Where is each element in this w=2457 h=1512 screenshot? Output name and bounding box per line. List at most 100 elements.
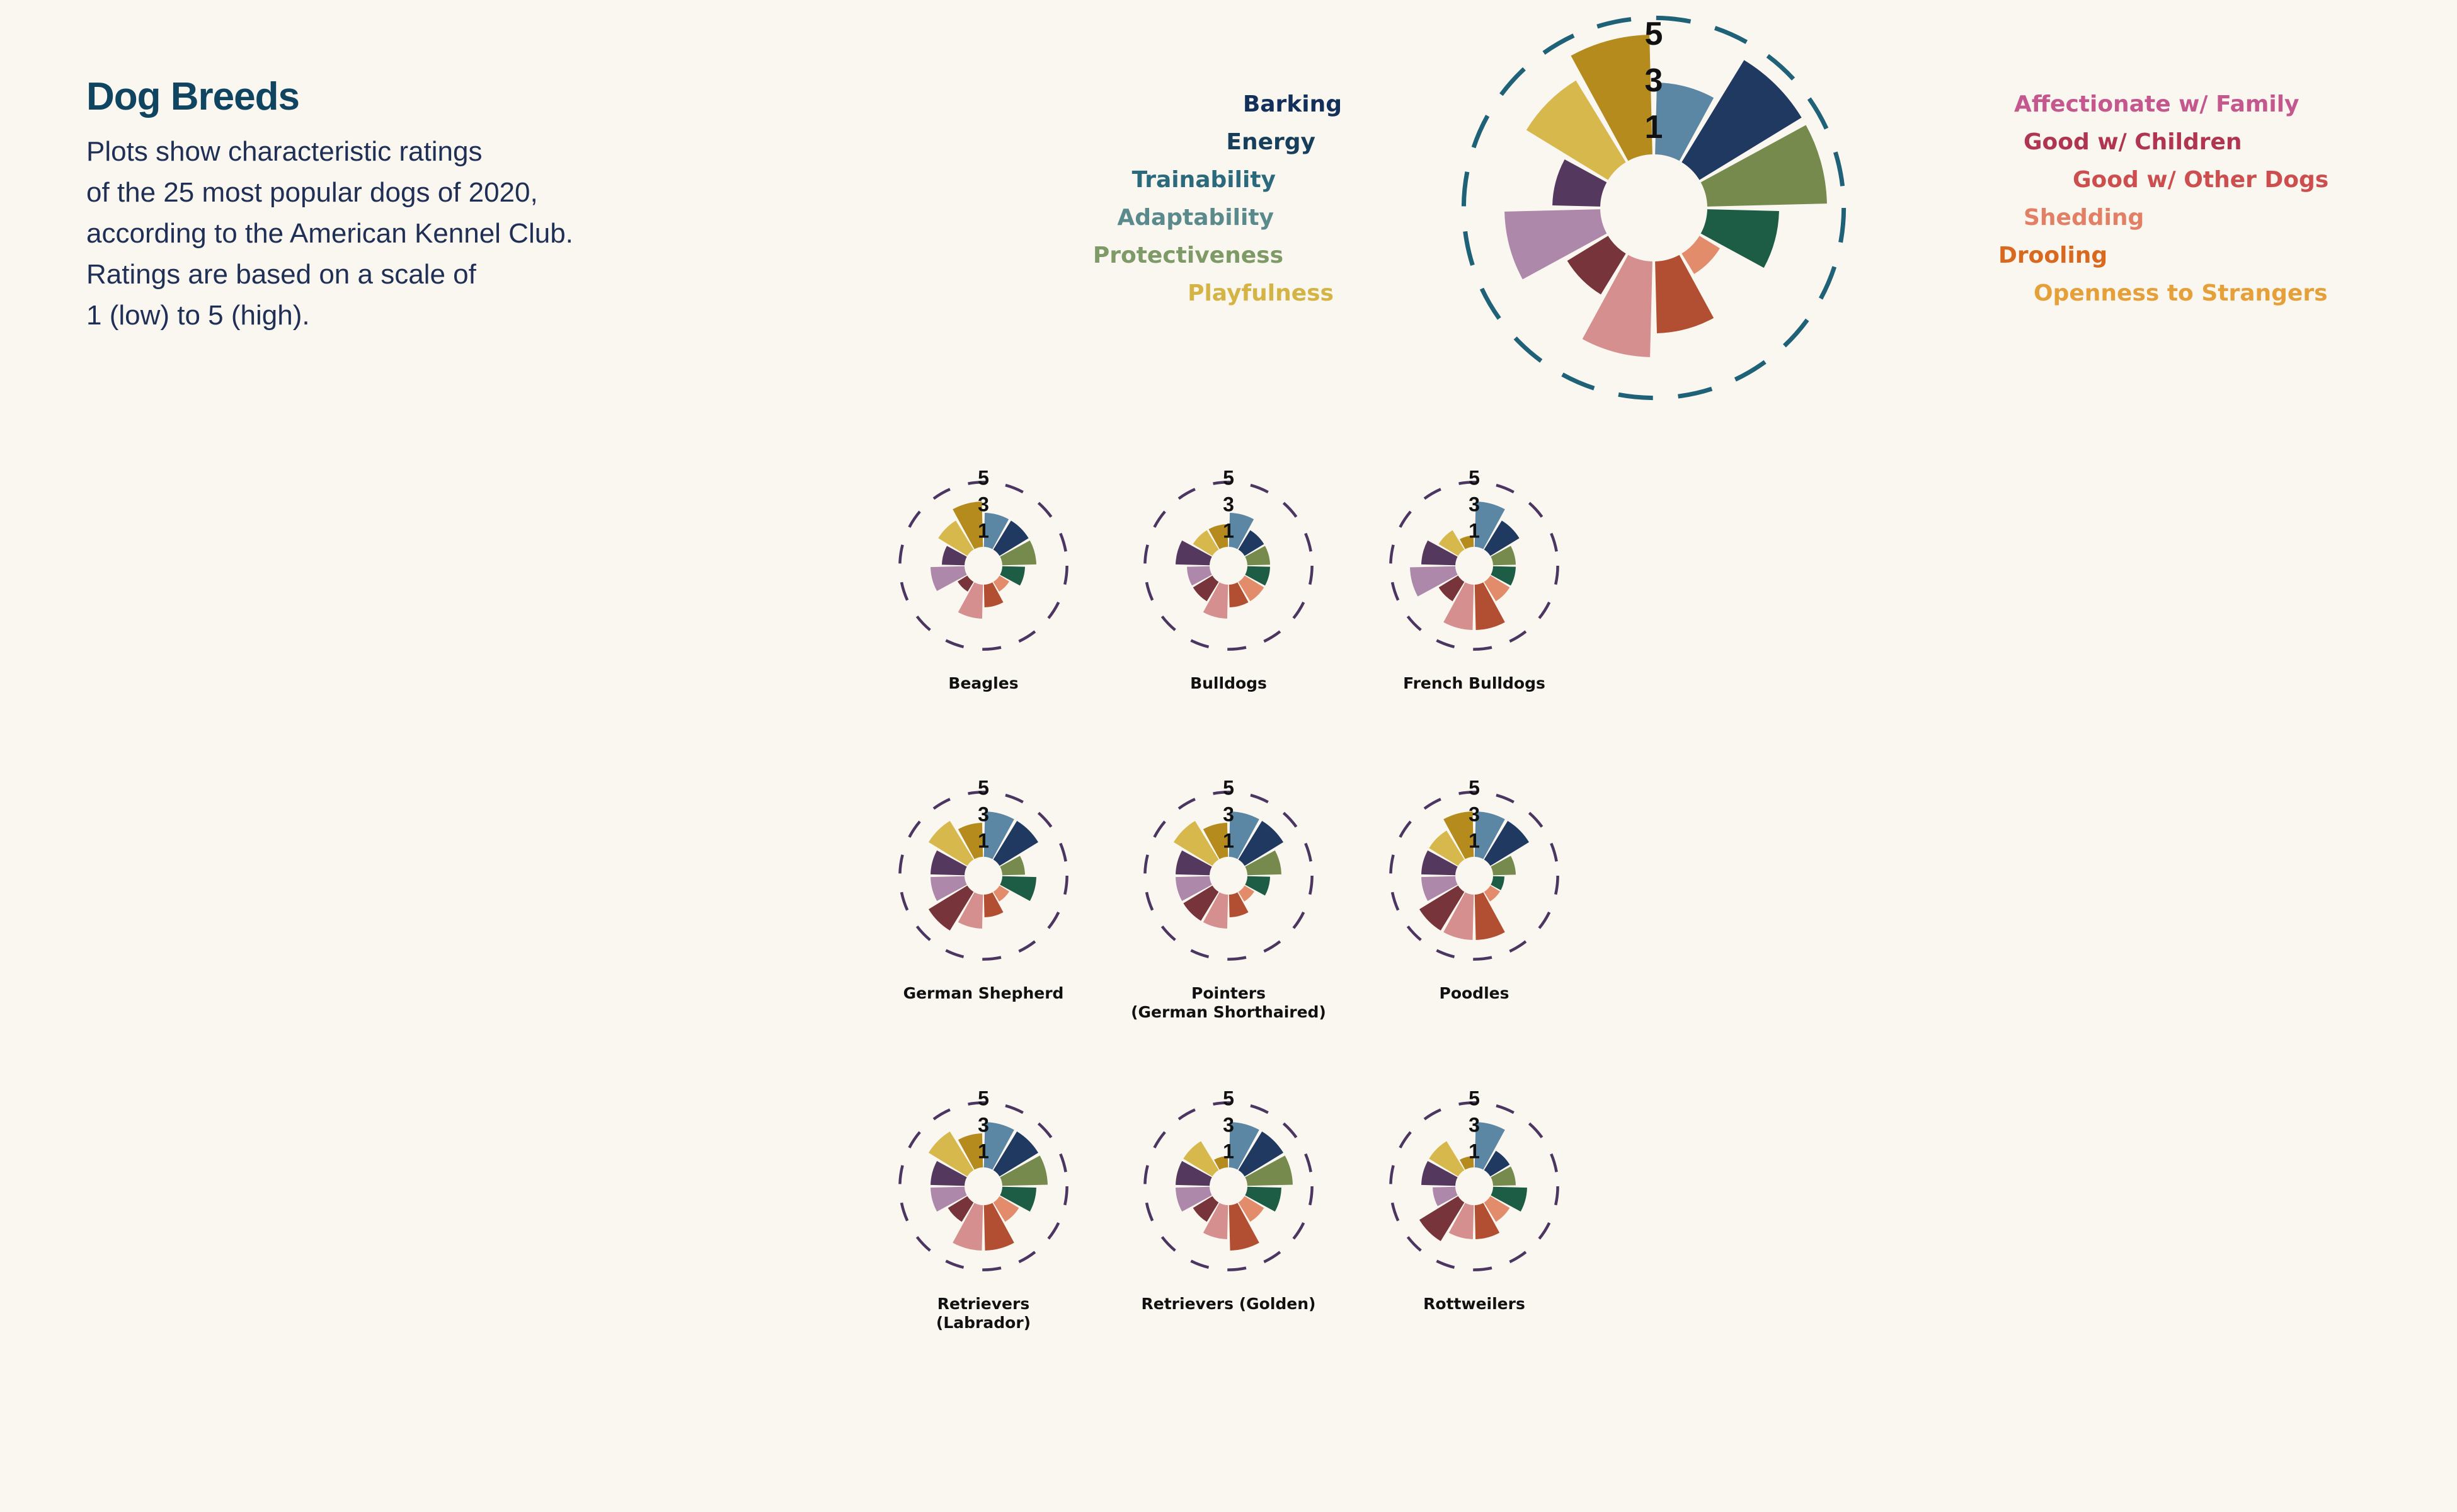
bar-protectiveness	[1567, 236, 1626, 295]
bar-good-w-other-dogs	[1000, 540, 1036, 566]
bar-energy	[1193, 530, 1219, 556]
outer-ring	[1389, 791, 1559, 961]
bar-openness-to-strangers	[983, 1203, 1014, 1251]
legend-item-barking: Barking	[1242, 91, 1342, 117]
bar-trainability	[931, 1160, 967, 1186]
breed-chart-bulldogs: 5 3 1 Bulldogs	[1143, 466, 1314, 692]
breed-label: Rottweilers	[1423, 1295, 1525, 1313]
breed-chart-retrievers-golden: 5 3 1 Retrievers (Golden)	[1142, 1087, 1316, 1313]
bar-adaptability	[1433, 1186, 1458, 1206]
scale-label-3: 3	[978, 1113, 989, 1136]
bar-barking	[953, 501, 983, 549]
outer-ring	[1389, 1101, 1559, 1271]
bar-energy	[928, 820, 974, 866]
scale-label-3: 3	[1223, 803, 1234, 825]
scale-label-1: 1	[1469, 1140, 1480, 1162]
bar-affectionate-w-family	[1228, 811, 1259, 859]
chart-subtitle: Plots show characteristic ratings of the…	[86, 131, 573, 336]
breed-chart-pointers-german-shorthaired: 5 3 1 Pointers(German Shorthaired)	[1131, 776, 1326, 1021]
outer-ring	[898, 481, 1068, 651]
bar-barking	[1443, 811, 1474, 859]
outer-ring	[898, 1101, 1068, 1271]
breed-label: (German Shorthaired)	[1131, 1003, 1326, 1021]
bar-good-w-other-dogs	[1491, 546, 1516, 566]
bar-protectiveness	[1419, 1196, 1465, 1242]
scale-label-3: 3	[1223, 1113, 1234, 1136]
scale-label-3: 3	[978, 803, 989, 825]
scale-label-1: 1	[1223, 1140, 1234, 1162]
bar-good-w-children	[993, 1131, 1039, 1177]
legend-item-shedding: Shedding	[2024, 205, 2145, 231]
legend-item-playfulness: Playfulness	[1188, 280, 1334, 306]
bar-barking	[1214, 1156, 1228, 1170]
bar-playfulness	[958, 582, 983, 619]
legend-item-good-w-other-dogs: Good w/ Other Dogs	[2073, 167, 2329, 193]
legend-item-trainability: Trainability	[1131, 167, 1276, 193]
scale-label-5: 5	[1469, 1087, 1480, 1109]
bar-good-w-other-dogs	[1000, 1155, 1048, 1186]
scale-label-5: 5	[978, 1087, 989, 1109]
subtitle-line: Plots show characteristic ratings	[86, 136, 483, 167]
bar-playfulness	[1203, 892, 1228, 929]
bar-good-w-other-dogs	[1245, 546, 1270, 566]
bar-energy	[1429, 1141, 1465, 1177]
bar-protectiveness	[928, 885, 974, 931]
scale-label-1: 1	[978, 1140, 989, 1162]
bar-good-w-children	[1484, 820, 1530, 866]
bar-adaptability	[931, 1186, 967, 1212]
bar-barking	[1460, 536, 1474, 549]
bar-shedding	[1245, 876, 1270, 896]
bar-openness-to-strangers	[1228, 582, 1249, 607]
bar-adaptability	[1187, 566, 1212, 586]
bar-playfulness	[1582, 255, 1652, 357]
bar-drooling	[1484, 885, 1500, 902]
subtitle-line: of the 25 most popular dogs of 2020,	[86, 177, 538, 208]
bar-affectionate-w-family	[983, 811, 1014, 859]
bar-adaptability	[1176, 1186, 1212, 1212]
scale-label-5: 5	[1223, 776, 1234, 799]
bar-good-w-other-dogs	[1491, 856, 1516, 876]
bar-barking	[1571, 35, 1652, 161]
bar-adaptability	[1410, 566, 1458, 597]
bar-trainability	[1421, 850, 1458, 876]
bar-good-w-children	[1238, 820, 1284, 866]
bar-drooling	[1484, 575, 1510, 602]
scale-label-1: 1	[978, 829, 989, 852]
scale-label-5: 5	[978, 776, 989, 799]
bar-good-w-children	[1484, 520, 1520, 556]
bar-energy	[928, 1131, 974, 1177]
bar-playfulness	[1443, 582, 1474, 630]
bar-trainability	[1552, 159, 1607, 207]
outer-ring	[1143, 481, 1314, 651]
bar-barking	[958, 823, 983, 859]
bar-playfulness	[1203, 1203, 1228, 1239]
scale-label-3: 3	[1469, 1113, 1480, 1136]
scale-label-3: 3	[1469, 803, 1480, 825]
bar-shedding	[1245, 566, 1270, 586]
breed-label: Retrievers (Golden)	[1142, 1295, 1316, 1313]
breed-label: Bulldogs	[1190, 674, 1267, 692]
bar-energy	[1183, 1141, 1219, 1177]
legend-item-energy: Energy	[1226, 129, 1315, 155]
bar-drooling	[993, 1196, 1019, 1222]
outer-ring	[1143, 791, 1314, 961]
chart-title: Dog Breeds	[86, 75, 300, 118]
scale-label-3: 3	[978, 493, 989, 515]
bar-drooling	[1238, 1196, 1264, 1222]
bar-trainability	[931, 850, 967, 876]
bar-playfulness	[1443, 892, 1474, 940]
bar-shedding	[1000, 1186, 1036, 1212]
bar-energy	[1438, 530, 1465, 556]
bar-playfulness	[958, 892, 983, 929]
bar-openness-to-strangers	[1474, 582, 1505, 630]
bar-trainability	[1176, 850, 1212, 876]
bar-affectionate-w-family	[1474, 501, 1505, 549]
breed-chart-french-bulldogs: 5 3 1 French Bulldogs	[1389, 466, 1559, 692]
bar-barking	[958, 1133, 983, 1170]
scale-label-1: 1	[1645, 109, 1663, 146]
scale-label-5: 5	[978, 466, 989, 489]
bar-affectionate-w-family	[1228, 513, 1254, 549]
bar-good-w-other-dogs	[1245, 1155, 1293, 1186]
key-chart: 5 3 1	[1461, 15, 1847, 401]
